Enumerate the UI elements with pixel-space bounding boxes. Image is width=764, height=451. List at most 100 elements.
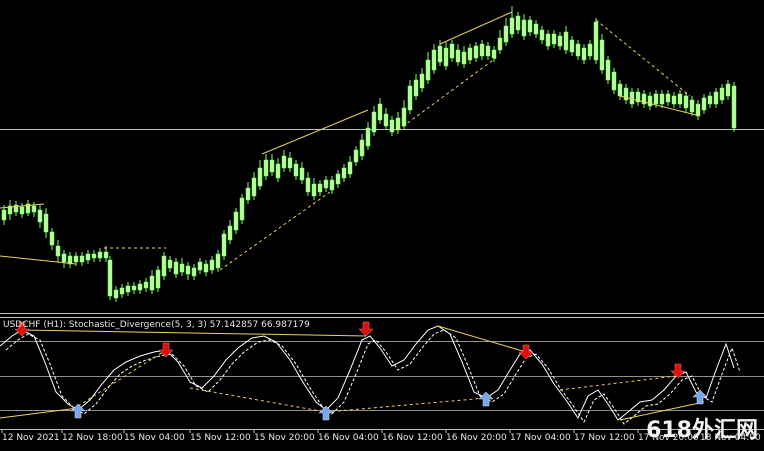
sell-arrow-icon (670, 363, 686, 379)
sell-arrow-icon (518, 344, 534, 360)
stoch-divergence-line (21, 329, 367, 337)
candle-body (473, 45, 479, 59)
time-axis-label: 12 Nov 2021 (2, 433, 60, 443)
candle-body (191, 267, 197, 277)
candle-body (85, 253, 91, 261)
candle-body (605, 59, 611, 81)
candle-body (413, 79, 419, 97)
candle-body (587, 43, 593, 57)
candle-body (593, 21, 599, 61)
candle-body (551, 33, 557, 45)
candle-body (419, 73, 425, 89)
candle-body (263, 159, 269, 177)
sell-arrow-icon (158, 342, 174, 358)
candle-body (635, 91, 641, 103)
candle-body (335, 173, 341, 185)
candle-body (455, 49, 461, 63)
candle-body (449, 43, 455, 59)
time-axis-label: 18 Nov 04:00 (700, 433, 761, 443)
time-axis-label: 15 Nov 20:00 (254, 433, 315, 443)
candle-body (19, 206, 25, 215)
candle-body (527, 19, 533, 33)
time-axis-label: 15 Nov 12:00 (190, 433, 251, 443)
candle-body (641, 93, 647, 105)
price-divergence-line (397, 57, 497, 131)
stoch-signal-line (5, 329, 741, 425)
candle-body (221, 233, 227, 257)
candle-body (647, 95, 653, 107)
candle-body (557, 35, 563, 47)
candle-body (701, 97, 707, 111)
candle-body (73, 255, 79, 263)
time-axis-label: 16 Nov 04:00 (318, 433, 379, 443)
candle-body (629, 91, 635, 105)
candle-body (437, 45, 443, 63)
candle-body (371, 111, 377, 133)
candle-body (617, 83, 623, 97)
price-divergence-line (0, 255, 77, 265)
candle-body (425, 59, 431, 81)
time-axis-label: 17 Nov 04:00 (510, 433, 571, 443)
candle-body (575, 43, 581, 57)
candle-body (383, 113, 389, 127)
candle-body (311, 183, 317, 197)
price-divergence-line (219, 191, 331, 271)
sell-arrow-icon (358, 321, 374, 337)
candle-body (13, 204, 19, 213)
candle-body (55, 245, 61, 257)
candle-body (533, 23, 539, 35)
candle-body (239, 197, 245, 221)
buy-arrow-icon (318, 405, 334, 421)
candle-body (31, 205, 37, 213)
candle-body (659, 93, 665, 105)
candle-body (119, 287, 125, 295)
candle-body (137, 283, 143, 291)
candle-body (227, 225, 233, 241)
candle-body (257, 167, 263, 187)
candle-body (689, 99, 695, 113)
sell-arrow-icon (14, 321, 30, 337)
time-axis-label: 17 Nov 12:00 (574, 433, 635, 443)
candle-body (113, 289, 119, 299)
candle-body (377, 103, 383, 121)
price-divergence-line (0, 203, 45, 209)
candle-body (581, 47, 587, 61)
candle-body (317, 183, 323, 193)
stoch-main-line (0, 325, 735, 421)
candle-body (203, 263, 209, 273)
candle-body (79, 255, 85, 263)
watermark-logo: 618外汇网 (646, 418, 758, 443)
stoch-divergence-line (189, 387, 327, 413)
candle-body (395, 117, 401, 131)
time-axis-label: 15 Nov 04:00 (124, 433, 185, 443)
stoch-divergence-line (437, 325, 527, 353)
candle-body (695, 103, 701, 117)
candle-body (305, 177, 311, 193)
candle-body (539, 29, 545, 41)
candle-body (485, 45, 491, 57)
candle-body (677, 93, 683, 105)
candle-body (731, 85, 737, 129)
candle-body (131, 285, 137, 291)
candle-body (509, 17, 515, 35)
candle-body (43, 213, 49, 233)
candle-body (683, 95, 689, 109)
candle-body (491, 49, 497, 59)
candle-body (299, 167, 305, 181)
candle-body (293, 163, 299, 177)
candle-body (143, 281, 149, 289)
candle-body (161, 255, 167, 277)
candle-body (545, 33, 551, 47)
candle-body (497, 37, 503, 51)
candle-body (665, 93, 671, 103)
candle-body (569, 39, 575, 53)
time-axis-label: 16 Nov 12:00 (382, 433, 443, 443)
price-divergence-line (261, 109, 369, 155)
candle-body (173, 261, 179, 275)
candle-body (251, 177, 257, 197)
candle-body (61, 253, 67, 263)
price-divergence-line (619, 95, 701, 117)
time-axis-label: 16 Nov 20:00 (446, 433, 507, 443)
